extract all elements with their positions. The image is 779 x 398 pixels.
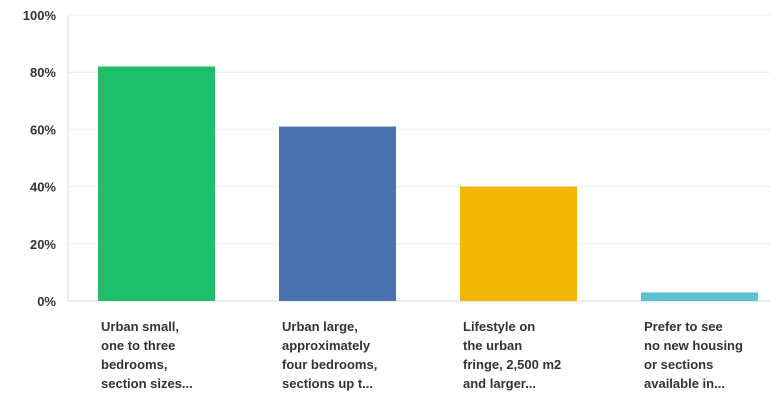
- x-category-label-line: sections up t...: [282, 376, 373, 391]
- x-category-label-line: available in...: [644, 376, 725, 391]
- y-axis-tick-labels: 0% 20% 40% 60% 80% 100%: [23, 8, 57, 309]
- x-category-label-line: and larger...: [463, 376, 536, 391]
- bar: [641, 292, 758, 301]
- bar: [98, 66, 215, 301]
- x-category-label-line: four bedrooms,: [282, 357, 377, 372]
- y-tick-label: 100%: [23, 8, 57, 23]
- y-tick-label: 80%: [30, 65, 56, 80]
- x-category-label: Prefer to see no new housing or sections av…: [644, 319, 743, 391]
- x-category-label: Urban large, approximately four bedrooms, s…: [282, 319, 377, 391]
- bars: [98, 66, 758, 301]
- x-category-label-line: Urban large,: [282, 319, 358, 334]
- x-category-label-line: bedrooms,: [101, 357, 167, 372]
- x-category-label-line: Lifestyle on: [463, 319, 535, 334]
- x-category-label: Lifestyle on the urban fringe, 2,500 m2 and…: [463, 319, 561, 391]
- x-category-label-line: Urban small,: [101, 319, 179, 334]
- y-tick-label: 20%: [30, 237, 56, 252]
- y-tick-label: 0%: [37, 294, 56, 309]
- x-category-label-line: or sections: [644, 357, 713, 372]
- x-category-label: Urban small, one to three bedrooms, section…: [101, 319, 193, 391]
- x-category-label-line: no new housing: [644, 338, 743, 353]
- y-tick-label: 60%: [30, 122, 56, 137]
- x-category-label-line: one to three: [101, 338, 175, 353]
- x-category-label-line: approximately: [282, 338, 371, 353]
- x-axis-category-labels: Urban small, one to three bedrooms, section…: [101, 319, 743, 391]
- x-category-label-line: fringe, 2,500 m2: [463, 357, 561, 372]
- bar: [279, 126, 396, 301]
- y-tick-label: 40%: [30, 180, 56, 195]
- x-category-label-line: the urban: [463, 338, 522, 353]
- x-category-label-line: section sizes...: [101, 376, 193, 391]
- x-category-label-line: Prefer to see: [644, 319, 723, 334]
- bar: [460, 186, 577, 301]
